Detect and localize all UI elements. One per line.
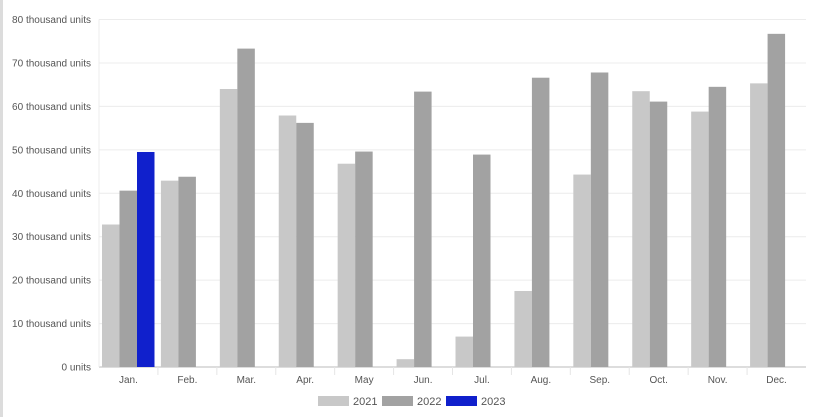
legend-swatch-2022 bbox=[382, 396, 413, 406]
bar-2021-aug bbox=[514, 290, 532, 367]
bar-2022-jun bbox=[414, 91, 432, 367]
y-tick-label: 40 thousand units bbox=[12, 189, 91, 200]
bar-2021-jul bbox=[455, 336, 473, 367]
bar-2021-sep bbox=[573, 174, 591, 367]
bar-2021-oct bbox=[632, 91, 650, 367]
x-tick-label: Nov. bbox=[708, 375, 728, 386]
x-tick-label: May bbox=[355, 375, 374, 386]
x-tick-label: Jun. bbox=[414, 375, 433, 386]
legend-label-2021: 2021 bbox=[353, 396, 377, 408]
y-tick-label: 10 thousand units bbox=[12, 319, 91, 330]
x-tick-label: Jul. bbox=[474, 375, 490, 386]
legend-label-2023: 2023 bbox=[481, 396, 505, 408]
x-tick-label: Feb. bbox=[177, 375, 197, 386]
x-tick-label: Mar. bbox=[237, 375, 256, 386]
bar-2022-jul bbox=[473, 154, 491, 367]
bar-2021-nov bbox=[691, 111, 709, 368]
y-tick-label: 30 thousand units bbox=[12, 232, 91, 243]
y-tick-label: 70 thousand units bbox=[12, 58, 91, 69]
bar-2022-feb bbox=[178, 176, 196, 367]
bar-2021-jun bbox=[396, 359, 415, 367]
x-tick-label: Jan. bbox=[119, 375, 138, 386]
x-tick-label: Apr. bbox=[296, 375, 314, 386]
bar-2021-may bbox=[337, 163, 356, 367]
legend-swatch-2021 bbox=[318, 396, 349, 406]
x-tick-label: Aug. bbox=[531, 375, 552, 386]
y-tick-label: 60 thousand units bbox=[12, 102, 91, 113]
bar-2022-jan bbox=[119, 190, 137, 367]
y-tick-label: 50 thousand units bbox=[12, 145, 91, 156]
y-tick-label: 20 thousand units bbox=[12, 276, 91, 287]
bar-2021-dec bbox=[750, 83, 768, 368]
x-tick-label: Oct. bbox=[650, 375, 668, 386]
bar-2021-feb bbox=[160, 180, 179, 367]
x-tick-label: Sep. bbox=[590, 375, 611, 386]
bar-2022-dec bbox=[767, 33, 786, 367]
window-border bbox=[0, 0, 3, 417]
legend-swatch-2023 bbox=[446, 396, 477, 406]
legend-label-2022: 2022 bbox=[417, 396, 441, 408]
bar-2021-mar bbox=[219, 89, 238, 367]
y-tick-label: 80 thousand units bbox=[12, 15, 91, 26]
y-tick-label: 0 units bbox=[62, 363, 91, 374]
bar-2022-aug bbox=[531, 77, 550, 368]
bar-2021-jan bbox=[102, 224, 120, 367]
bar-2022-nov bbox=[708, 86, 727, 367]
bar-2022-apr bbox=[296, 122, 314, 367]
bar-2021-apr bbox=[278, 115, 297, 367]
bar-2022-sep bbox=[590, 72, 609, 368]
bar-2022-mar bbox=[237, 48, 255, 368]
x-tick-label: Dec. bbox=[766, 375, 787, 386]
bar-2022-oct bbox=[649, 101, 668, 368]
bar-2022-may bbox=[355, 151, 373, 367]
bar-2023-jan bbox=[137, 151, 155, 367]
